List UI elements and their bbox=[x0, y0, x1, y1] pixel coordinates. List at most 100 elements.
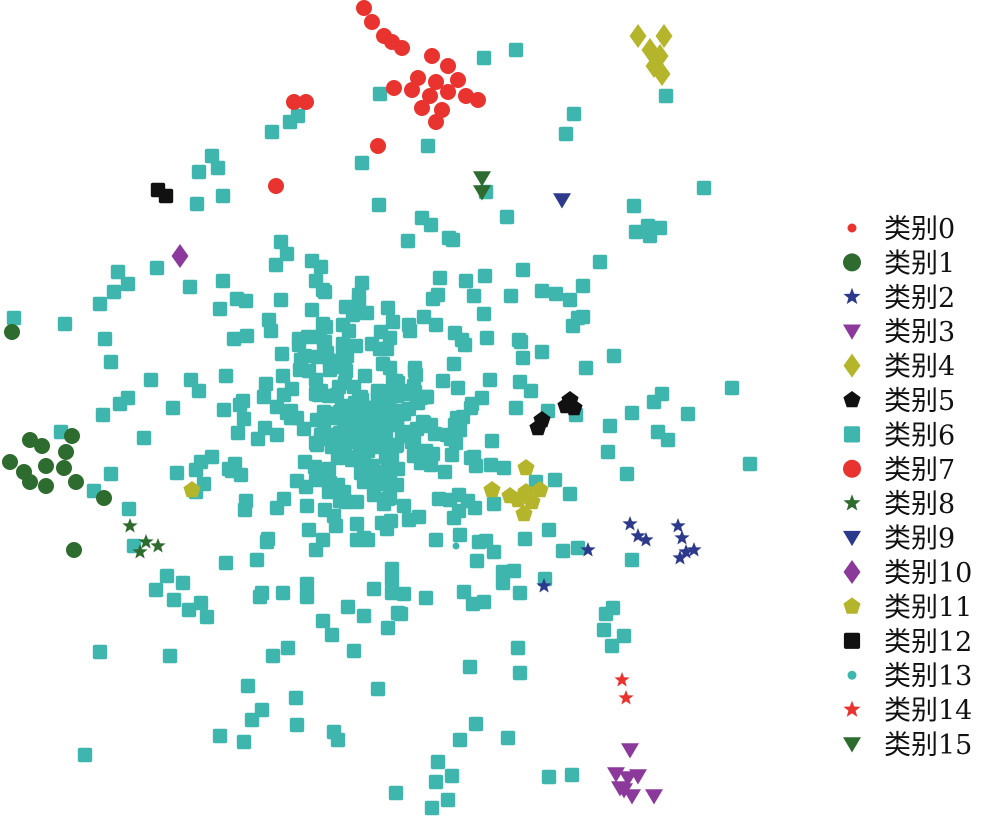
data-point bbox=[508, 42, 524, 58]
data-point bbox=[22, 474, 38, 490]
data-point bbox=[227, 456, 243, 472]
data-point bbox=[382, 330, 398, 346]
legend-item: 类别5 bbox=[843, 386, 955, 417]
data-point bbox=[382, 402, 398, 418]
data-point bbox=[396, 406, 412, 422]
data-point bbox=[592, 254, 608, 270]
data-point bbox=[428, 114, 444, 130]
data-point bbox=[471, 534, 487, 550]
data-point bbox=[360, 532, 376, 548]
data-point bbox=[150, 538, 166, 553]
data-point bbox=[250, 431, 266, 447]
data-point bbox=[357, 368, 373, 384]
data-point bbox=[299, 498, 315, 514]
legend-item: 类别10 bbox=[843, 558, 972, 589]
data-point bbox=[602, 418, 618, 434]
data-point bbox=[476, 306, 492, 322]
data-point bbox=[462, 659, 478, 675]
data-point bbox=[181, 602, 197, 618]
legend-label: 类别1 bbox=[884, 248, 955, 279]
data-point bbox=[465, 596, 481, 612]
data-point bbox=[385, 314, 401, 330]
data-point bbox=[619, 466, 635, 482]
legend-item: 类别13 bbox=[847, 661, 972, 692]
legend-label: 类别10 bbox=[884, 558, 972, 589]
data-point bbox=[276, 387, 292, 403]
data-point bbox=[269, 399, 285, 415]
series-类别10 bbox=[171, 244, 189, 268]
data-point bbox=[372, 86, 388, 102]
legend-item: 类别15 bbox=[843, 730, 972, 761]
data-point bbox=[249, 552, 265, 568]
data-point bbox=[364, 14, 380, 30]
data-point bbox=[230, 425, 246, 441]
data-point bbox=[379, 521, 395, 537]
data-point bbox=[512, 665, 528, 681]
data-point bbox=[473, 185, 491, 201]
legend-label: 类别11 bbox=[884, 592, 972, 623]
data-point bbox=[183, 372, 199, 388]
data-point bbox=[273, 292, 289, 308]
data-point bbox=[422, 88, 438, 104]
data-point bbox=[38, 478, 54, 494]
data-point bbox=[512, 585, 528, 601]
legend-marker bbox=[843, 530, 861, 547]
data-point bbox=[517, 531, 533, 547]
data-point bbox=[356, 402, 372, 418]
data-point bbox=[148, 582, 164, 598]
data-point bbox=[238, 293, 254, 309]
data-point bbox=[384, 561, 400, 577]
data-point bbox=[97, 331, 113, 347]
series-类别8 bbox=[122, 518, 166, 559]
series-类别4 bbox=[629, 24, 673, 86]
data-point bbox=[674, 530, 690, 545]
data-point bbox=[96, 490, 112, 506]
data-point bbox=[338, 299, 354, 315]
data-point bbox=[120, 276, 136, 292]
data-point bbox=[409, 421, 425, 437]
series-类别3 bbox=[607, 743, 663, 805]
data-point bbox=[239, 328, 255, 344]
data-point bbox=[165, 400, 181, 416]
data-point bbox=[279, 246, 295, 262]
data-point bbox=[268, 178, 284, 194]
data-point bbox=[236, 734, 252, 750]
data-point bbox=[428, 317, 444, 333]
data-point bbox=[437, 464, 453, 480]
data-point bbox=[486, 544, 502, 560]
data-point bbox=[4, 324, 20, 340]
data-point bbox=[313, 259, 329, 275]
data-point bbox=[317, 284, 333, 300]
legend-marker bbox=[843, 287, 861, 305]
data-point bbox=[356, 0, 372, 16]
data-point bbox=[290, 108, 306, 124]
data-point bbox=[513, 334, 529, 350]
data-point bbox=[349, 532, 365, 548]
data-point bbox=[265, 648, 281, 664]
data-point bbox=[483, 481, 501, 498]
data-point bbox=[103, 466, 119, 482]
data-point bbox=[440, 84, 456, 100]
data-point bbox=[275, 585, 291, 601]
data-point bbox=[254, 585, 270, 601]
data-point bbox=[393, 606, 409, 622]
data-point bbox=[562, 486, 578, 502]
data-point bbox=[269, 500, 285, 516]
series-类别0 bbox=[268, 0, 486, 194]
data-point bbox=[523, 493, 541, 510]
data-point bbox=[236, 411, 252, 427]
data-point bbox=[68, 474, 84, 490]
legend-label: 类别2 bbox=[884, 283, 955, 314]
data-point bbox=[575, 278, 591, 294]
data-point bbox=[22, 432, 38, 448]
data-point bbox=[384, 572, 400, 588]
data-point bbox=[495, 575, 511, 591]
legend-marker bbox=[847, 670, 857, 680]
data-point bbox=[268, 257, 284, 273]
data-point bbox=[138, 534, 154, 549]
data-point bbox=[517, 459, 535, 476]
data-point bbox=[171, 244, 189, 268]
data-point bbox=[388, 373, 404, 389]
data-point bbox=[199, 609, 215, 625]
data-point bbox=[424, 48, 440, 64]
